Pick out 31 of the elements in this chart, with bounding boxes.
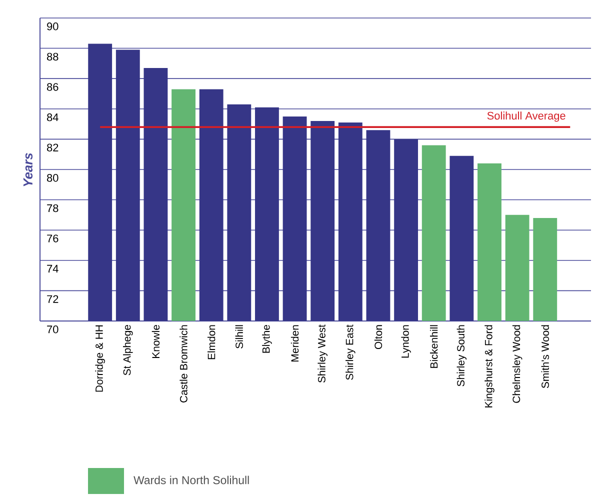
x-tick-label: Castle Bromwich [180,325,188,402]
x-tick-label: St Alphege [123,324,133,376]
y-tick-label: 80 [46,174,58,182]
y-tick-label: 82 [46,144,58,152]
x-tick-label: Dorridge & HH [95,325,105,392]
x-tick-label: Blythe [262,324,272,353]
x-tick-label: Shirley East [346,324,356,380]
y-tick-label: 88 [46,52,58,61]
y-tick-label: 90 [47,22,58,30]
x-tick-label: Bickenhill [430,325,438,368]
x-tick-label: Shirley West [318,324,328,383]
y-tick-label: 78 [47,204,58,212]
y-tick-label: 84 [46,113,58,122]
x-tick-label: Lyndon [401,325,411,358]
legend-label: Wards in North Solihull [134,476,249,484]
y-tick-label: 72 [47,295,58,303]
y-axis-title: Years [23,153,33,186]
ref-line-label: Solihull Average [487,112,566,122]
x-tick-label: Meriden [290,325,299,362]
x-tick-label: Elmdon [208,325,216,360]
x-tick-label: Knowle [152,324,160,358]
y-tick-label: 70 [47,326,58,334]
x-tick-label: Chelmsley Wood [512,325,522,403]
y-tick-label: 86 [46,83,58,91]
x-tick-label: Smith's Wood [541,325,549,388]
y-tick-label: 76 [47,234,58,242]
x-tick-label: Shirley South [456,325,467,386]
x-tick-label: Silhill [235,325,244,348]
y-tick-label: 74 [47,264,58,272]
x-tick-label: Olton [374,325,382,350]
x-tick-label: Kingshurst & Ford [484,325,494,408]
